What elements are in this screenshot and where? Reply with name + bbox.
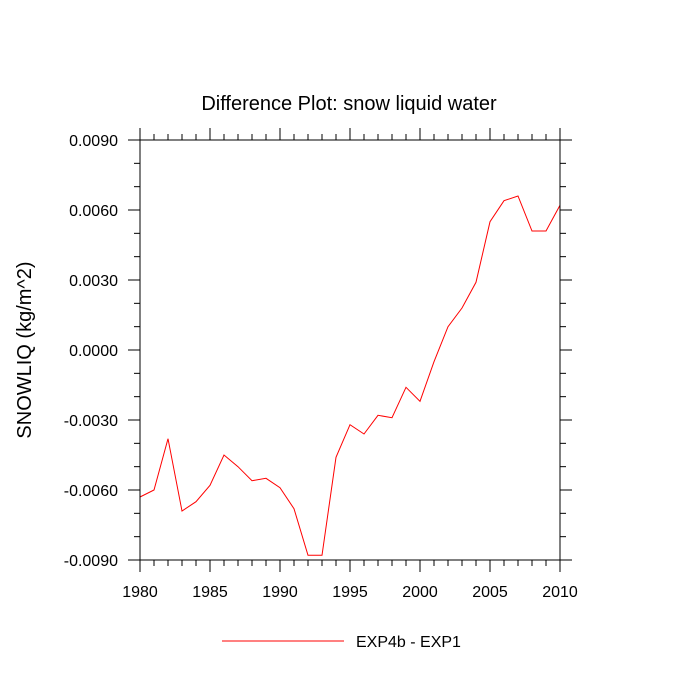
x-tick-label: 1995 [332, 584, 368, 601]
y-tick-label: 0.0000 [69, 343, 118, 360]
series-layer [139, 195, 561, 556]
tick-labels: 1980 1985 1990 1995 2000 2005 2010 -0.0090 -0.00… [64, 133, 578, 601]
x-tick-label: 1990 [262, 584, 298, 601]
plot-frame [139, 139, 561, 561]
y-tick-label: -0.0030 [64, 413, 118, 430]
y-tick-label: 0.0090 [69, 133, 118, 150]
y-axis-label: SNOWLIQ (kg/m^2) [14, 261, 36, 438]
chart-title: Difference Plot: snow liquid water [201, 93, 497, 115]
x-tick-label: 1980 [122, 584, 158, 601]
y-tick-label: -0.0060 [64, 483, 118, 500]
x-tick-label: 2005 [472, 584, 508, 601]
x-tick-label: 1985 [192, 584, 228, 601]
y-tick-label: 0.0030 [69, 273, 118, 290]
x-tick-label: 2000 [402, 584, 438, 601]
y-tick-label: -0.0090 [64, 553, 118, 570]
y-tick-label: 0.0060 [69, 203, 118, 220]
legend: EXP4b - EXP1 [222, 634, 461, 651]
series-line [139, 195, 561, 556]
x-tick-label: 2010 [542, 584, 578, 601]
legend-label: EXP4b - EXP1 [356, 634, 461, 651]
axis-ticks [128, 128, 572, 572]
